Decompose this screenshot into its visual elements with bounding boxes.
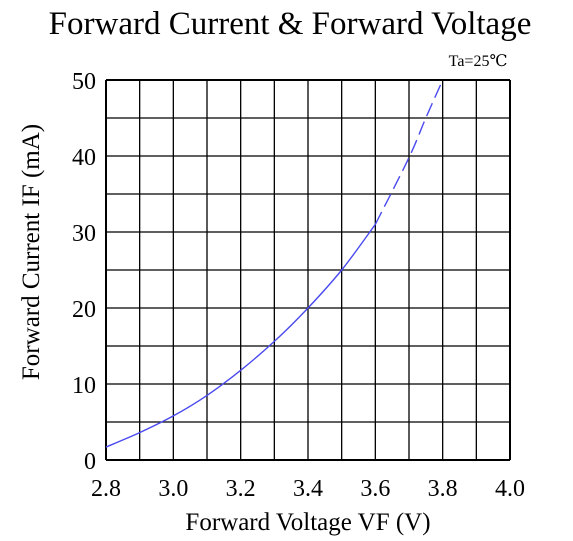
- x-tick-label: 3.2: [226, 476, 256, 502]
- temperature-annotation: Ta=25℃: [449, 53, 508, 70]
- y-tick-label: 40: [72, 145, 96, 171]
- x-tick-labels: 2.8 3.0 3.2 3.4 3.6 3.8 4.0: [91, 476, 525, 502]
- x-tick-label: 3.8: [428, 476, 458, 502]
- chart-title: Forward Current & Forward Voltage: [49, 6, 532, 42]
- x-tick-label: 2.8: [91, 476, 121, 502]
- chart-series: [105, 79, 444, 448]
- y-tick-label: 50: [72, 69, 96, 95]
- if-vf-curve-dashed: [374, 79, 444, 225]
- x-axis-label: Forward Voltage VF (V): [185, 509, 430, 536]
- x-tick-label: 3.4: [293, 476, 323, 502]
- if-vf-curve-solid: [105, 223, 376, 448]
- y-axis-label: Forward Current IF (mA): [18, 124, 45, 380]
- y-tick-label: 20: [72, 297, 96, 323]
- x-tick-label: 3.6: [360, 476, 390, 502]
- y-tick-label: 10: [72, 373, 96, 399]
- y-tick-labels: 0 10 20 30 40 50: [72, 69, 96, 475]
- x-tick-label: 3.0: [158, 476, 188, 502]
- y-tick-label: 30: [72, 221, 96, 247]
- y-tick-label: 0: [84, 449, 96, 475]
- x-tick-label: 4.0: [495, 476, 525, 502]
- chart-grid: [105, 79, 511, 461]
